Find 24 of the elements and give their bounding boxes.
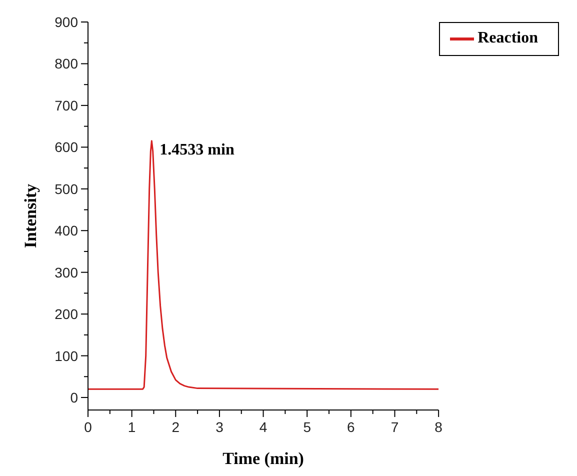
x-tick-label: 3 — [216, 419, 224, 435]
x-tick-label: 5 — [303, 419, 312, 435]
line-series — [88, 140, 439, 390]
y-tick-label: 0 — [70, 389, 78, 406]
x-tick-label: 0 — [84, 419, 92, 435]
y-tick-label: 400 — [54, 222, 78, 239]
x-axis-title: Time (min) — [222, 449, 304, 468]
legend-label: Reaction — [478, 30, 538, 47]
y-tick-label: 300 — [54, 264, 78, 280]
y-tick-label: 500 — [54, 180, 78, 197]
y-tick-label: 700 — [54, 97, 78, 114]
y-tick-label: 900 — [54, 14, 78, 30]
x-tick-label: 2 — [172, 419, 180, 435]
x-tick-label: 8 — [434, 419, 443, 435]
x-tick-label: 7 — [390, 419, 399, 435]
y-tick-label: 100 — [54, 348, 78, 364]
y-tick-label: 600 — [54, 139, 78, 156]
x-tick-label: 4 — [259, 419, 268, 435]
y-tick-label: 200 — [54, 306, 78, 322]
y-axis-title: Intensity — [21, 183, 40, 248]
y-tick-label: 800 — [54, 56, 78, 72]
annotation: 1.4533 min — [160, 142, 234, 159]
x-tick-label: 6 — [347, 419, 356, 435]
x-tick-label: 1 — [128, 419, 136, 435]
